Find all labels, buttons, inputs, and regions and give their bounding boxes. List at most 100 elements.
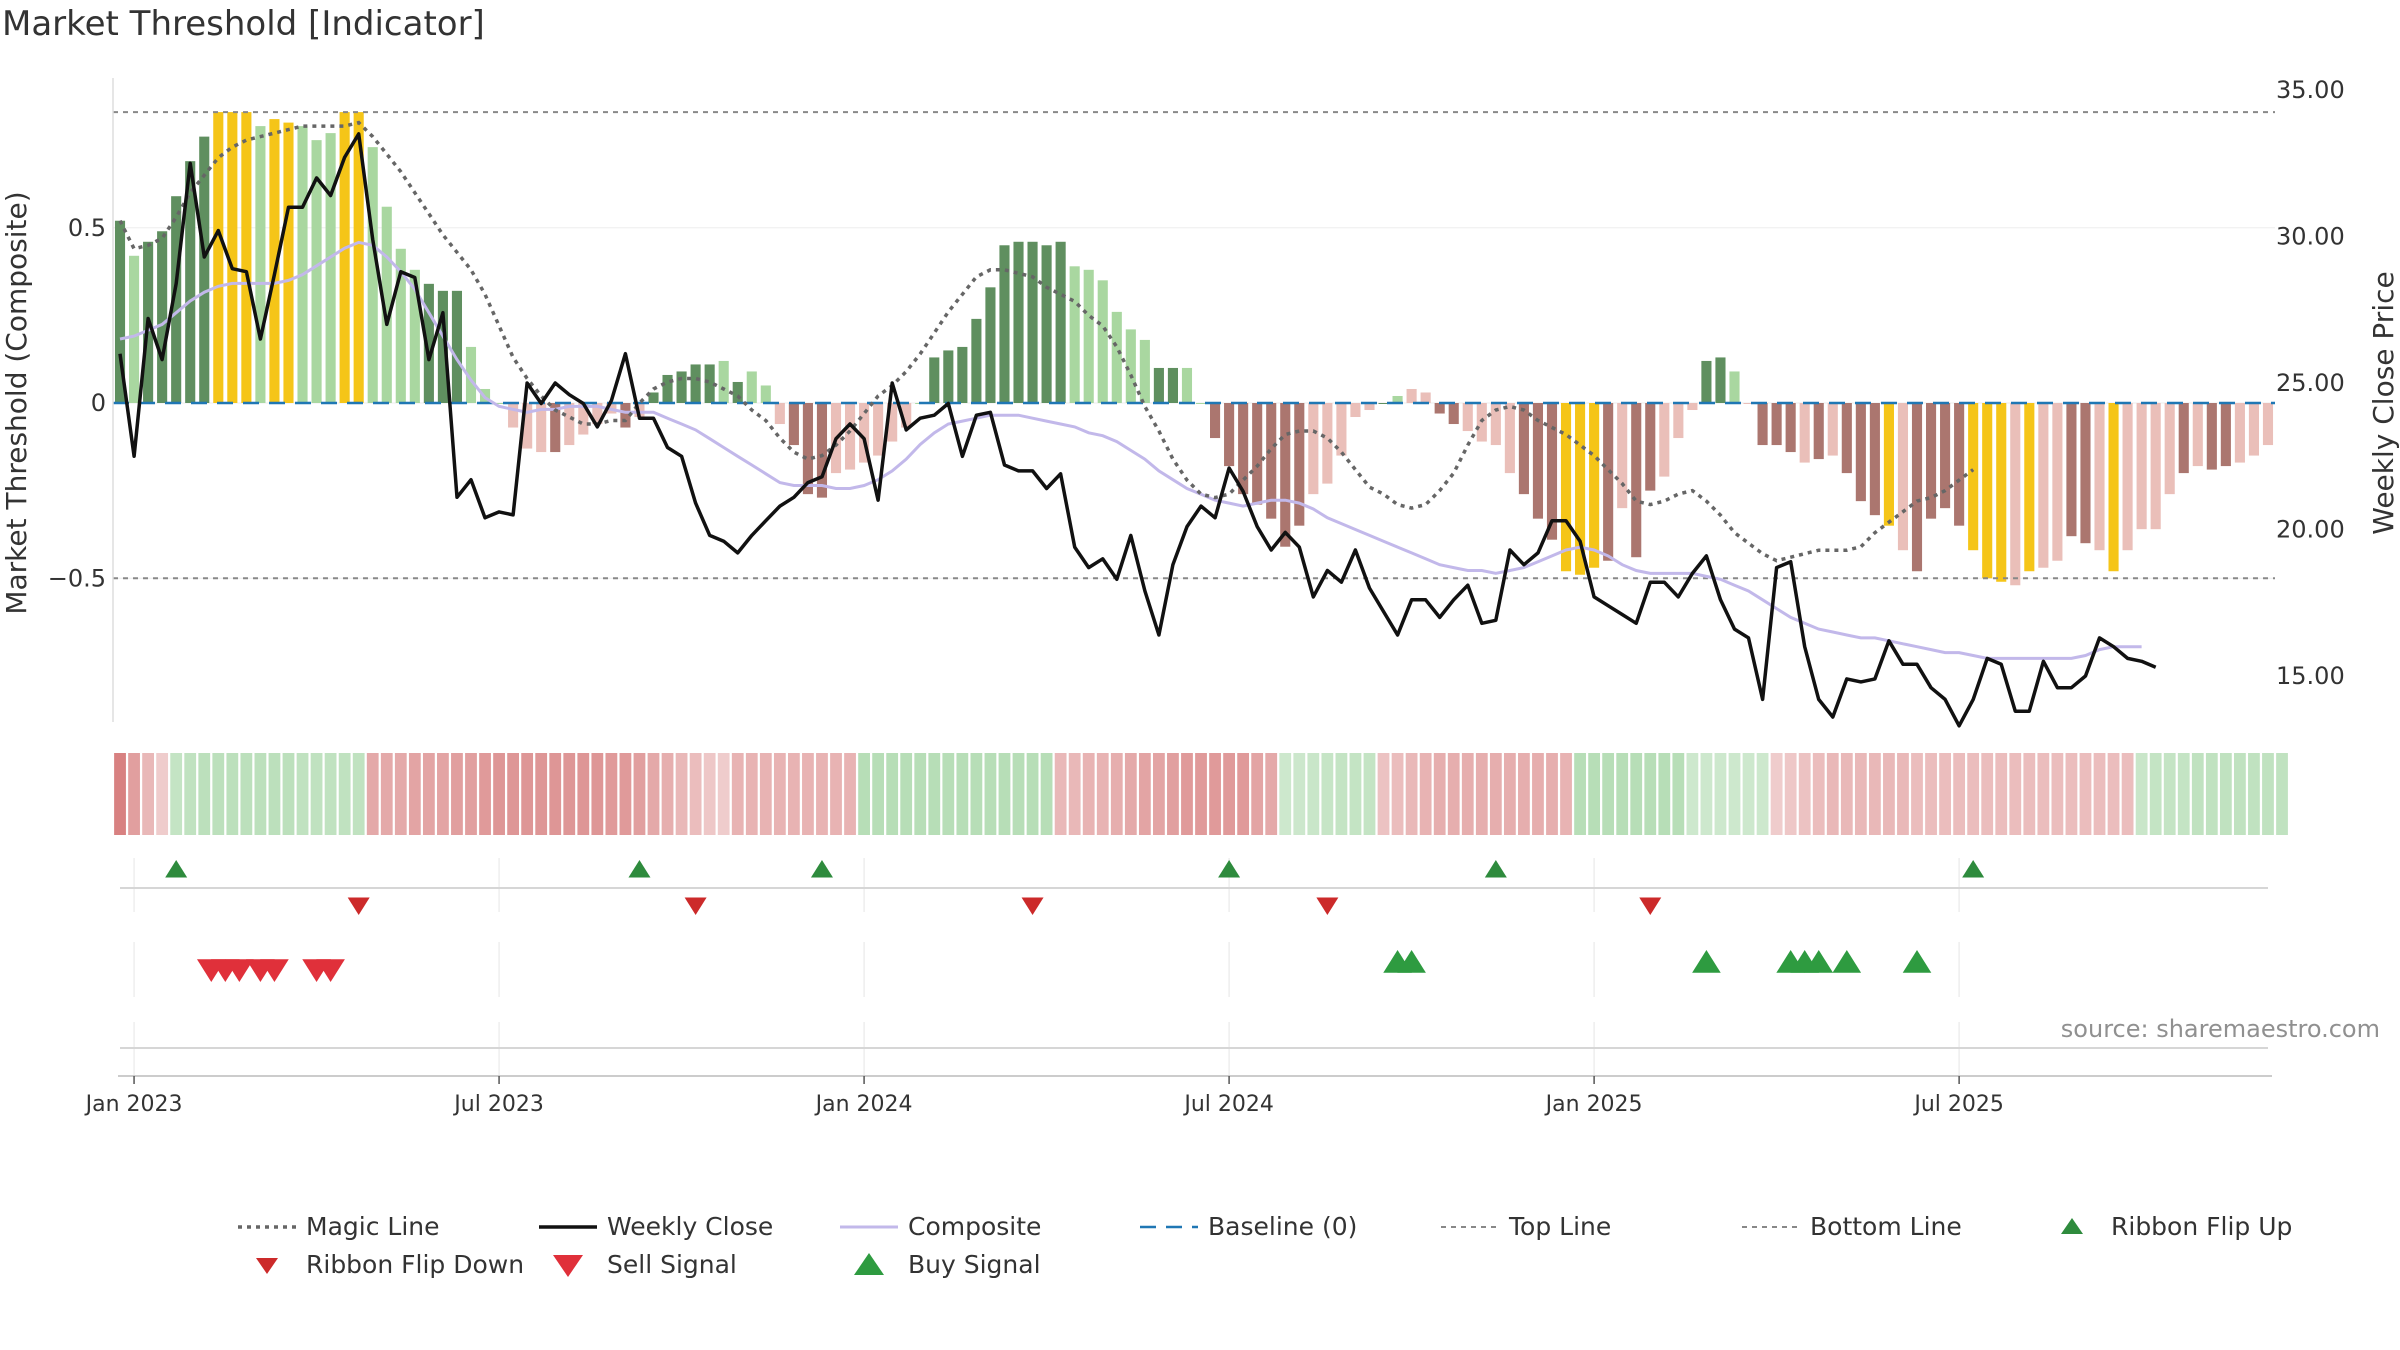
legend-item-top[interactable]: Top Line — [1437, 1212, 1611, 1241]
composite-bar — [1125, 329, 1136, 403]
ribbon-cell — [675, 753, 688, 835]
legend-item-flipup[interactable]: Ribbon Flip Up — [2039, 1212, 2292, 1241]
legend-item-buy[interactable]: Buy Signal — [836, 1250, 1041, 1279]
close-legend-symbol — [539, 1224, 597, 1229]
ribbon-cell — [254, 753, 267, 835]
ribbon-cell — [437, 753, 449, 835]
composite-bar — [325, 133, 336, 404]
legend-label: Weekly Close — [607, 1212, 774, 1241]
ribbon-cell — [1798, 753, 1811, 835]
composite-bar — [1925, 403, 1937, 519]
ribbon-cell — [942, 753, 955, 835]
signal-markers — [120, 858, 2268, 1075]
x-tick-label: Jul 2025 — [1912, 1092, 2004, 1117]
composite-bar — [1869, 403, 1880, 516]
flipup-legend-symbol — [2061, 1217, 2083, 1234]
ribbon-cell — [1868, 753, 1881, 835]
legend-item-sell[interactable]: Sell Signal — [535, 1250, 737, 1279]
composite-bar — [437, 290, 448, 403]
composite-bar — [1757, 403, 1768, 446]
legend-item-flipdown[interactable]: Ribbon Flip Down — [234, 1250, 524, 1279]
ribbon-cell — [1630, 753, 1643, 835]
ribbon-cell — [422, 753, 435, 835]
ribbon-cell — [142, 753, 154, 835]
legend-label: Sell Signal — [607, 1250, 737, 1279]
ribbon-cell — [465, 753, 477, 835]
composite-bar — [1294, 403, 1305, 526]
composite-bar — [1055, 241, 1066, 403]
legend-item-bottom[interactable]: Bottom Line — [1738, 1212, 1962, 1241]
ribbon-cell — [1602, 753, 1615, 835]
ribbon-cell — [2135, 753, 2148, 835]
composite-bar — [367, 147, 378, 403]
ribbon-cell — [366, 753, 379, 835]
composite-line — [119, 240, 2142, 660]
ribbon-cell — [1293, 753, 1306, 835]
ribbon-cell — [1195, 753, 1207, 835]
ribbon-cell — [2009, 753, 2022, 835]
composite-bar — [957, 346, 968, 403]
ribbon-cell — [2191, 753, 2204, 835]
composite-bar — [129, 255, 140, 403]
ribbon-cell — [479, 753, 491, 835]
composite-bar — [1336, 403, 1347, 456]
composite-bar — [1968, 403, 1979, 551]
composite-bar — [1841, 403, 1852, 474]
legend-item-magic[interactable]: Magic Line — [234, 1212, 440, 1241]
ribbon-cell — [1307, 753, 1320, 835]
composite-bar — [1448, 403, 1459, 425]
ribbon-flip-up-marker — [1218, 860, 1241, 878]
ribbon-cell — [338, 753, 351, 835]
y-tick-label: 0.5 — [68, 214, 106, 242]
weekly-close-line — [118, 132, 2157, 728]
buy-signal-marker — [1804, 950, 1834, 973]
legend-item-baseline[interactable]: Baseline (0) — [1136, 1212, 1357, 1241]
composite-bar — [1813, 403, 1824, 460]
ribbon-cell — [1826, 753, 1839, 835]
ribbon-cell — [563, 753, 576, 835]
x-tick-label: Jan 2025 — [1544, 1092, 1643, 1117]
composite-bar — [1715, 357, 1726, 403]
ribbon-cell — [1237, 753, 1250, 835]
buy-signal-marker — [1692, 950, 1721, 973]
ribbon-cell — [212, 753, 225, 835]
composite-bar — [1687, 403, 1698, 411]
ribbon-cell — [2023, 753, 2036, 835]
y2-tick-label: 35.00 — [2276, 76, 2345, 104]
composite-bar — [844, 403, 856, 470]
ribbon-cell — [1054, 753, 1067, 835]
legend-label: Composite — [908, 1212, 1042, 1241]
composite-bar — [381, 206, 392, 403]
legend-label: Ribbon Flip Up — [2111, 1212, 2293, 1241]
composite-bar — [494, 403, 505, 404]
ribbon-cell — [1349, 753, 1362, 835]
composite-bar — [1504, 403, 1515, 474]
ribbon-cell — [1040, 753, 1053, 835]
composite-bar — [241, 112, 252, 404]
composite-bar — [1771, 403, 1782, 446]
ribbon-cell — [1124, 753, 1137, 835]
composite-bar — [943, 350, 954, 403]
ribbon-cell — [2276, 753, 2288, 835]
composite-bar — [1575, 403, 1586, 575]
composite-bar — [2052, 403, 2063, 561]
axes: −0.5 0 0.5 15.00 20.00 25.00 30.00 35.00 Market … — [0, 76, 2400, 722]
ribbon-cell — [970, 753, 983, 835]
ribbon-cell — [914, 753, 927, 835]
composite-legend-symbol — [840, 1225, 898, 1228]
legend-item-close[interactable]: Weekly Close — [535, 1212, 773, 1241]
legend-item-composite[interactable]: Composite — [836, 1212, 1041, 1241]
ribbon-cell — [844, 753, 856, 835]
ribbon-cell — [1616, 753, 1629, 835]
ribbon-cell — [577, 753, 590, 835]
ribbon-cell — [1714, 753, 1727, 835]
ribbon-cell — [324, 753, 337, 835]
sell-legend-symbol — [553, 1254, 583, 1277]
composite-bar — [985, 287, 996, 403]
composite-bar — [774, 403, 785, 425]
ribbon-cell — [352, 753, 365, 835]
ribbon-cell — [1405, 753, 1418, 835]
y2-tick-label: 25.00 — [2276, 369, 2345, 397]
ribbon-cell — [240, 753, 253, 835]
composite-bar — [620, 403, 631, 428]
